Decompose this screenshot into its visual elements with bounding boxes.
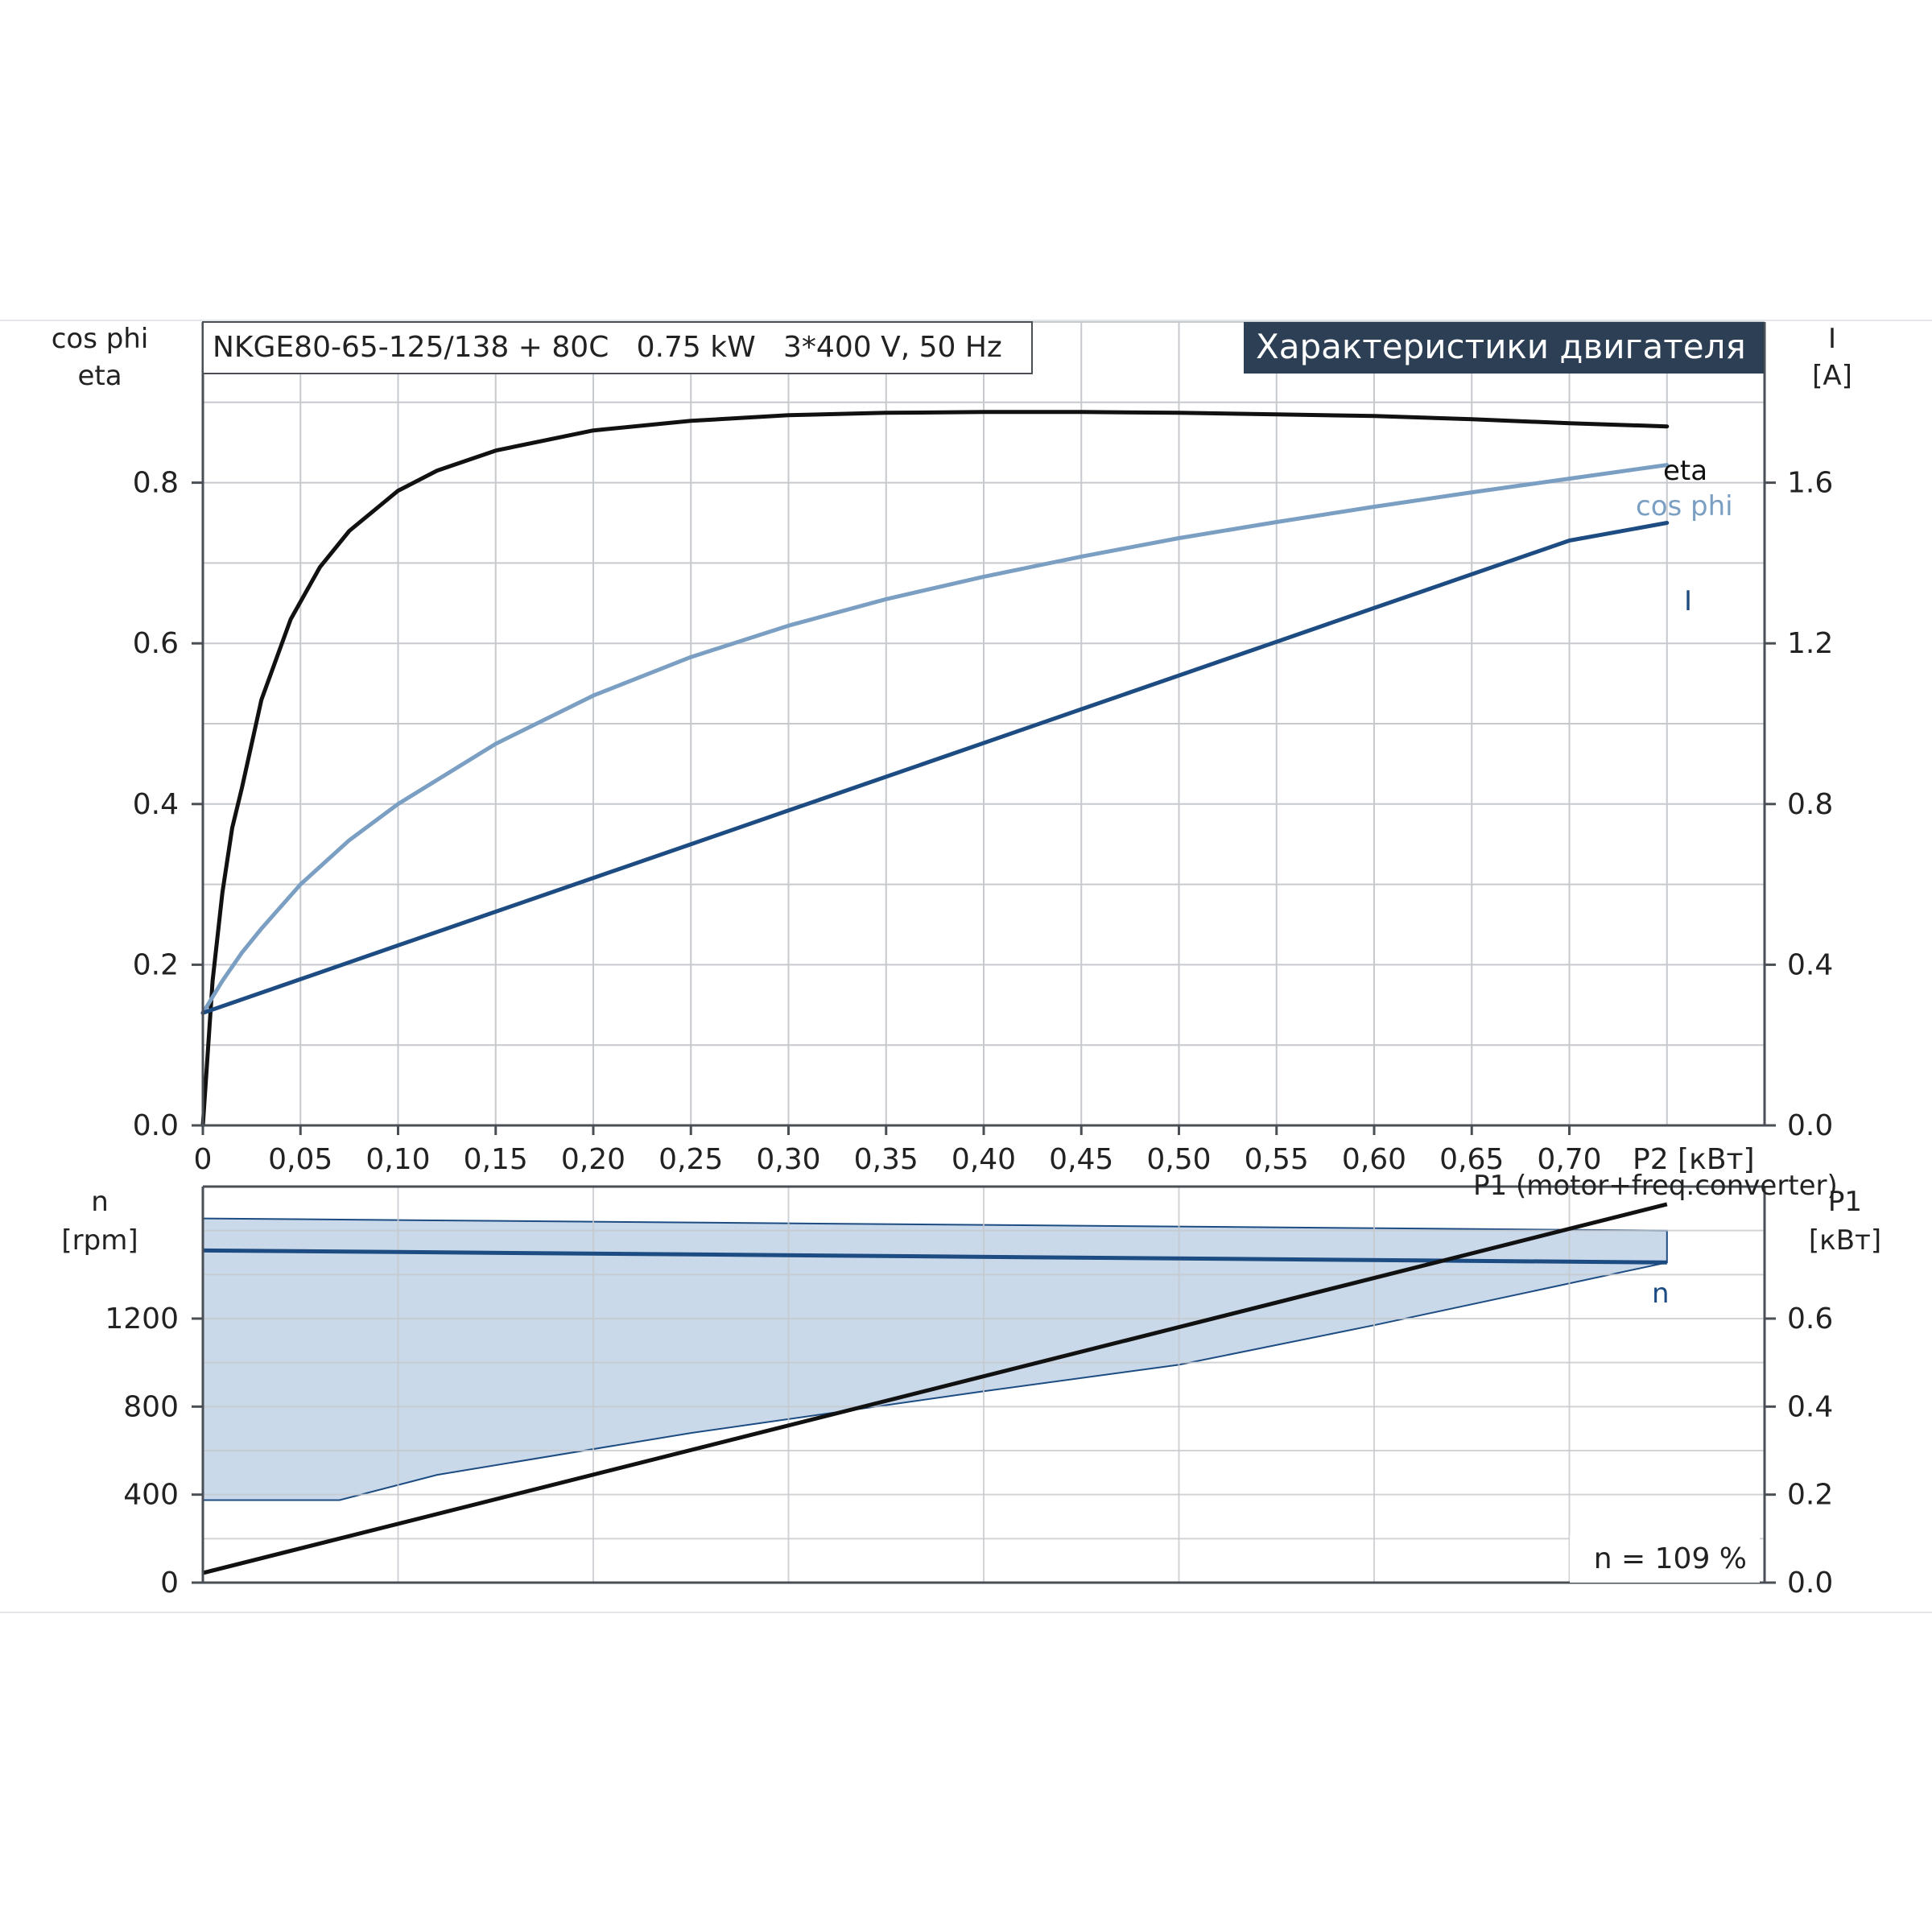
product-title: NKGE80-65-125/138 + 80C 0.75 kW 3*400 V,… [213,331,1002,364]
x-axis-label: P2 [кВт] [1633,1143,1755,1176]
upper-x-tick-label: 0,15 [464,1143,528,1176]
speed-note: n = 109 % [1594,1542,1747,1575]
cos-phi-curve [200,463,1670,1015]
upper-axes: 0.0 0.2 0.4 0.6 0.8 0.0 0.4 0.8 1.2 1.6 0 0,05 0,10 0… [133,322,1833,1176]
left-axis-label-line-1: cos phi [52,323,149,355]
right-axis-label-line-2: [A] [1812,360,1852,392]
upper-left-tick-label: 0.6 [133,627,179,660]
upper-left-tick-label: 0.4 [133,788,179,821]
upper-right-tick-label: 0.8 [1787,788,1833,821]
lower-chart: 0 400 800 1200 0.0 0.2 0.4 0.6 n [rpm] P1 [кВт]… [61,1170,1881,1600]
lower-axes: 0 400 800 1200 0.0 0.2 0.4 0.6 [105,1185,1833,1600]
upper-right-tick-label: 1.2 [1787,627,1833,660]
right-axis-label-line-1: I [1828,323,1836,355]
upper-series [200,410,1670,1128]
eta-curve [200,410,1670,1128]
speed-note-box [1570,1536,1760,1583]
upper-x-tick-label: 0 [194,1143,213,1176]
lower-grid [203,1187,1765,1583]
upper-left-tick-label: 0.2 [133,948,179,981]
lower-left-tick-label: 400 [123,1479,179,1512]
p1-curve [202,1202,1668,1575]
upper-x-tick-label: 0,60 [1342,1143,1406,1176]
lower-series [202,1202,1668,1575]
product-title-box [202,321,1033,374]
upper-x-tick-label: 0,35 [854,1143,919,1176]
upper-right-tick-label: 0.4 [1787,948,1833,981]
lower-left-tick-label: 800 [123,1390,179,1423]
series-label-cos-phi: cos phi [1636,490,1733,522]
upper-grid [203,321,1765,1125]
lower-left-tick-label: 0 [160,1567,179,1600]
lower-left-axis-label-line-2: [rpm] [61,1224,138,1257]
lower-left-axis-label-line-1: n [91,1186,109,1218]
upper-x-tick-label: 0,05 [268,1143,332,1176]
left-axis-label-line-2: eta [77,360,122,392]
upper-x-tick-label: 0,30 [756,1143,820,1176]
upper-right-tick-label: 0.0 [1787,1109,1833,1142]
upper-x-tick-label: 0,45 [1049,1143,1113,1176]
current-curve [200,521,1670,1015]
upper-x-tick-label: 0,55 [1245,1143,1309,1176]
upper-x-tick-label: 0,25 [658,1143,723,1176]
upper-left-tick-label: 0.8 [133,467,179,500]
lower-left-tick-label: 1200 [105,1302,179,1335]
upper-x-tick-label: 0,65 [1439,1143,1504,1176]
lower-right-axis-label-line-2: [кВт] [1809,1224,1881,1257]
banner-box [1244,322,1764,374]
banner-title: Характеристики двигателя [1256,327,1746,366]
speed-n-curve [202,1248,1667,1265]
upper-left-tick-label: 0.0 [133,1109,179,1142]
lower-right-tick-label: 0.4 [1787,1390,1833,1423]
upper-chart: 0.0 0.2 0.4 0.6 0.8 0.0 0.4 0.8 1.2 1.6 0 0,05 0,10 0… [52,321,1852,1176]
upper-x-tick-label: 0,20 [561,1143,625,1176]
lower-right-axis-label-line-1: P1 [1828,1186,1862,1218]
lower-right-tick-label: 0.0 [1787,1567,1833,1600]
upper-x-tick-label: 0,10 [365,1143,430,1176]
series-label-eta: eta [1663,455,1707,487]
upper-right-tick-label: 1.6 [1787,467,1833,500]
upper-x-tick-label: 0,70 [1537,1143,1601,1176]
upper-x-tick-label: 0,50 [1146,1143,1211,1176]
series-label-n: n [1652,1278,1670,1310]
lower-right-tick-label: 0.6 [1787,1302,1833,1335]
upper-x-tick-label: 0,40 [952,1143,1016,1176]
series-label-current: I [1684,585,1692,617]
lower-right-tick-label: 0.2 [1787,1479,1833,1512]
series-label-p1: P1 (motor+freq.converter) [1473,1170,1838,1202]
